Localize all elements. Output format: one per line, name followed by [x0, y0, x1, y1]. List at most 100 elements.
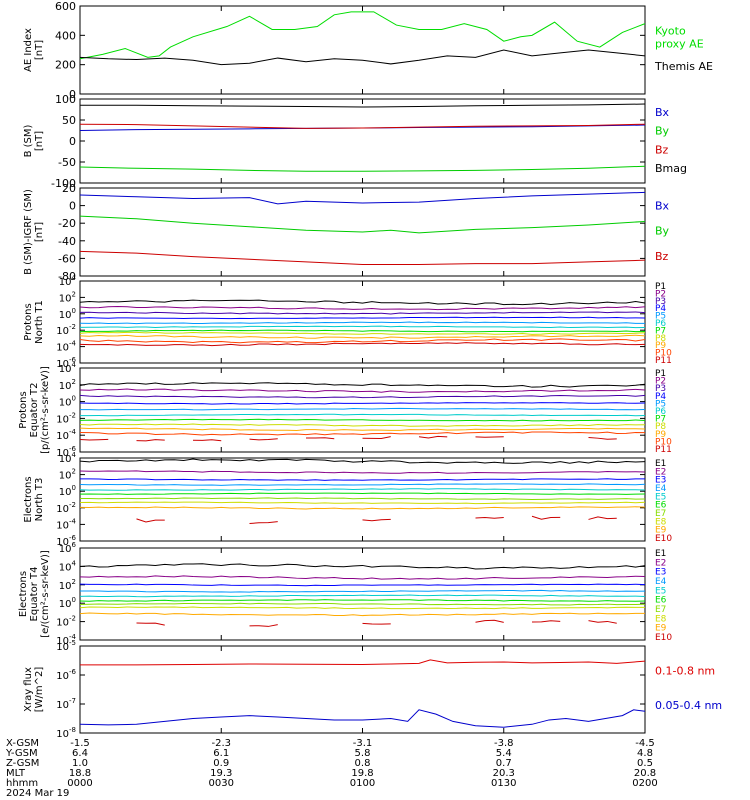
y-tick-label: 106 — [59, 541, 77, 555]
series-line-E1 — [79, 458, 646, 464]
series-line-P5 — [79, 407, 646, 411]
legend-label: E6 — [655, 501, 667, 511]
series-segment-P11 — [588, 436, 617, 440]
series-line-By — [79, 215, 646, 234]
legend-label: E4 — [655, 577, 667, 587]
series-segment-E10 — [136, 622, 165, 626]
y-tick-label: 10-6 — [56, 356, 76, 370]
y-tick-label: -20 — [58, 217, 76, 230]
legend-label: E1 — [655, 459, 666, 469]
series-line-P2 — [79, 305, 646, 311]
legend-label: P6 — [655, 407, 666, 417]
legend-label: 0.05-0.4 nm — [655, 699, 722, 712]
series-line-E5 — [79, 594, 646, 598]
series-line-P7 — [79, 329, 646, 333]
series-segment-E10 — [531, 620, 561, 623]
legend-label: P9 — [655, 341, 666, 351]
legend-label: Themis AE — [654, 60, 713, 73]
x-row-value: -4.5 — [635, 738, 655, 749]
y-tick-label: 10-6 — [56, 445, 76, 459]
y-tick-label: 0 — [69, 135, 76, 148]
panel-frame — [79, 457, 646, 542]
legend-label: P1 — [655, 282, 666, 292]
y-axis-label: Electrons — [23, 476, 34, 522]
legend-label: P7 — [655, 415, 666, 425]
series-segment-P11 — [305, 437, 335, 440]
series-line-Bmag — [80, 103, 646, 108]
y-tick-label: -80 — [58, 270, 76, 283]
y-tick-label: 100 — [55, 93, 76, 106]
series-line-P5 — [79, 321, 646, 325]
y-axis-label: B (SM)-IGRF (SM) — [23, 189, 34, 275]
legend-label: 0.1-0.8 nm — [655, 664, 715, 677]
legend-label: E10 — [655, 633, 672, 643]
series-segment-P11 — [192, 439, 222, 442]
series-line-Bx — [79, 191, 646, 205]
panel-2: -100 -50 0 50 100 B (SM) [nT] Bx By Bz Bmag — [23, 93, 687, 190]
series-line-P9 — [79, 427, 646, 431]
x-row-label: Y-GSM — [5, 748, 38, 759]
legend-label: E6 — [655, 596, 667, 606]
y-axis-label: [e/(cm²-s-sr-keV)] — [40, 550, 51, 638]
series-line-E4 — [79, 483, 646, 486]
legend-label: P3 — [655, 297, 666, 307]
y-tick-label: 400 — [55, 29, 76, 42]
series-line-Bz — [79, 123, 646, 129]
y-axis-label: AE Index — [23, 28, 34, 72]
y-tick-label: 10-2 — [56, 501, 76, 515]
y-tick-label: 50 — [62, 114, 76, 127]
y-tick-label: 10-5 — [56, 639, 76, 653]
legend-label: P4 — [655, 392, 666, 402]
legend-label: P2 — [655, 289, 666, 299]
series-line-P3 — [79, 311, 646, 315]
y-tick-label: 10-7 — [56, 697, 76, 711]
x-row-value: 6.4 — [72, 748, 88, 759]
y-tick-label: -60 — [58, 252, 76, 265]
x-row-value: -1.5 — [70, 738, 90, 749]
x-row-value: 0000 — [67, 778, 92, 789]
legend-label: P2 — [655, 377, 666, 387]
x-row-label: Z-GSM — [6, 758, 39, 769]
legend-label: P3 — [655, 384, 666, 394]
y-axis-label: Equator T2 — [29, 383, 40, 438]
series-line-E8 — [79, 606, 646, 610]
y-tick-label: 10-6 — [56, 668, 76, 682]
x-row-value: 6.1 — [213, 748, 229, 759]
x-row-value: -2.3 — [211, 738, 231, 749]
series-line-E6 — [79, 599, 646, 602]
y-tick-label: 10-4 — [56, 633, 76, 647]
series-line-P6 — [79, 325, 646, 329]
legend-label: E7 — [655, 509, 666, 519]
panel-6: 10-6 10-4 10-2 100 102 104 Electrons North T3 E1… — [23, 451, 672, 548]
x-row-value: 1.0 — [72, 758, 88, 769]
y-tick-label: 10-8 — [56, 726, 76, 740]
series-segment-P11 — [79, 438, 109, 441]
x-row-value: 0100 — [350, 778, 375, 789]
series-line-E5 — [79, 488, 646, 491]
y-axis-label: [nT] — [34, 131, 45, 151]
x-row-value: 18.8 — [69, 768, 91, 779]
legend-label: E9 — [655, 624, 667, 634]
x-row-value: 20.8 — [634, 768, 656, 779]
legend-label: E8 — [655, 614, 667, 624]
legend-label: P6 — [655, 319, 666, 329]
series-line-E8 — [79, 501, 646, 505]
x-axis-annotation: X-GSM -1.5 -2.3 -3.1 -3.8 -4.5 Y-GSM 6.4 6.1 5.8 5… — [5, 738, 658, 799]
y-axis-label: Protons — [23, 303, 34, 340]
panel-frame — [79, 547, 646, 641]
date-label: 2024 Mar 19 — [6, 788, 69, 799]
x-row-value: 0130 — [491, 778, 516, 789]
series-segment-E10 — [362, 622, 391, 625]
panel-4: 10-6 10-4 10-2 100 102 104 Protons North T1 P1P2… — [23, 274, 672, 370]
legend-label: By — [655, 125, 670, 138]
legend-label: P10 — [655, 349, 672, 359]
series-segment-E10 — [588, 620, 617, 624]
series-line-E9 — [79, 612, 646, 617]
series-line-P8 — [79, 331, 646, 335]
series-line-E2 — [79, 470, 646, 474]
series-segment-E10 — [588, 516, 617, 520]
panel-frame — [79, 98, 646, 184]
series-segment-E10 — [136, 518, 165, 523]
